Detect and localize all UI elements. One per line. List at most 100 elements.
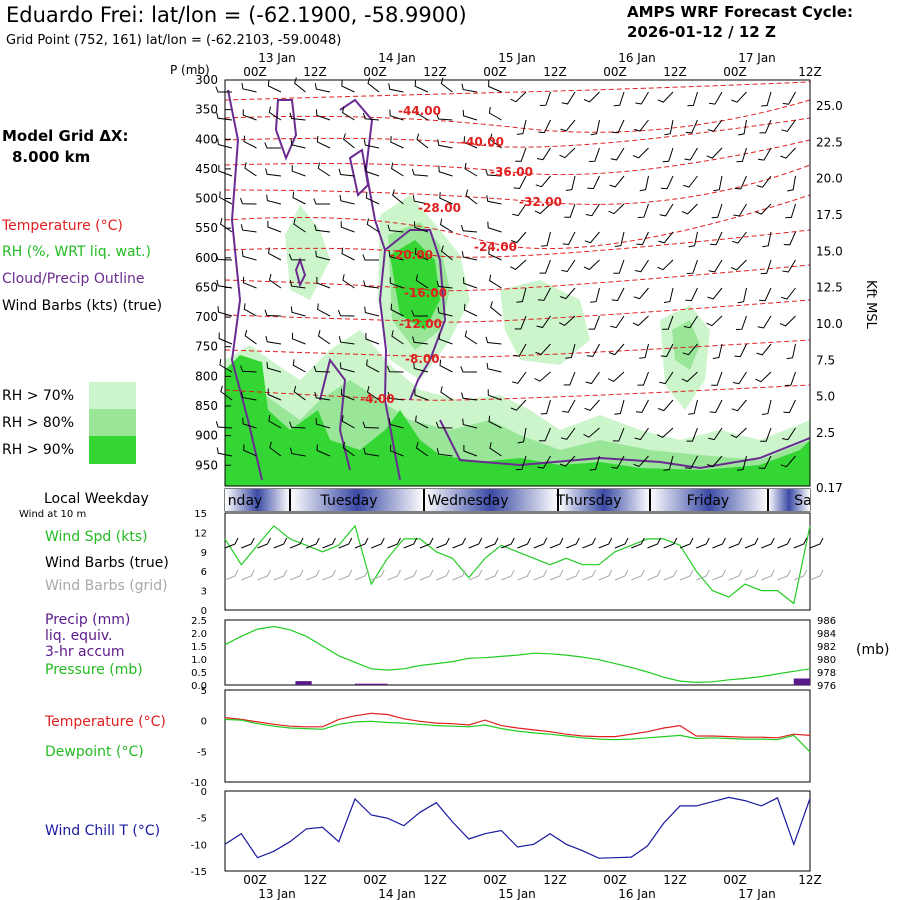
cs-barb-103 — [392, 189, 404, 205]
wind-barb-grid-12 — [419, 569, 434, 581]
cs-barb-87 — [587, 175, 600, 190]
cs-barb-55 — [390, 136, 404, 149]
wind-barb-grid-34 — [777, 569, 791, 581]
cs-barb-138 — [658, 231, 674, 244]
cs-barb-329 — [633, 455, 649, 467]
cs-barb-132 — [511, 231, 527, 244]
pressure-axis-title: P (mb) — [170, 63, 210, 77]
cs-barb-164 — [708, 259, 723, 273]
cs-barb-263 — [784, 371, 796, 386]
cs-barb-43 — [685, 119, 698, 134]
pressure-tick-350: 350 — [195, 103, 218, 117]
cs-barb-299 — [488, 415, 502, 429]
cs-barb-205 — [536, 315, 551, 329]
cs-barb-191 — [780, 287, 796, 300]
cs-barb-112 — [608, 203, 625, 215]
forecast-cycle-label: AMPS WRF Forecast Cycle: — [627, 3, 853, 21]
cs-barb-291 — [289, 421, 306, 429]
cs-barb-286 — [761, 399, 772, 415]
contour-label-4: -4.00 — [360, 392, 395, 406]
weekday-band-3 — [558, 489, 650, 511]
cs-barb-90 — [661, 175, 674, 190]
wind-barb-true-26 — [647, 537, 661, 549]
cs-barb-125 — [340, 221, 355, 233]
cs-barb-5 — [341, 80, 355, 93]
date-tick-bottom-2: 15 Jan — [498, 887, 536, 900]
cs-barb-81 — [438, 165, 453, 177]
cs-barb-277 — [540, 399, 551, 415]
time-tick-bottom-1: 12Z — [303, 873, 327, 887]
cs-barb-198 — [364, 306, 380, 317]
cs-barb-279 — [584, 399, 600, 411]
wind-barb-true-13 — [436, 537, 450, 549]
cs-barb-111 — [585, 203, 600, 217]
cs-barb-243 — [292, 359, 306, 373]
windchill-panel-frame — [224, 790, 811, 872]
cs-barb-172 — [316, 277, 331, 289]
kft-tick-5: 12.5 — [816, 281, 843, 295]
cs-barb-160 — [613, 259, 625, 274]
date-tick-bottom-4: 17 Jan — [738, 887, 776, 900]
cs-barb-134 — [562, 231, 576, 246]
cs-barb-150 — [362, 254, 379, 261]
cs-barb-31 — [389, 109, 404, 121]
kft-tick-9: 2.5 — [816, 426, 835, 440]
cs-barb-77 — [338, 168, 355, 177]
cs-barb-203 — [490, 301, 502, 317]
wind-barb-true-12 — [419, 537, 434, 549]
wind-barb-true-11 — [403, 537, 418, 549]
cs-barb-276 — [510, 399, 527, 411]
cs-barb-73 — [244, 162, 257, 177]
temp-tick-0: 0 — [201, 717, 207, 728]
wind-barb-true-27 — [663, 537, 678, 549]
temperature-contours — [225, 81, 810, 401]
cs-barb-294 — [362, 421, 380, 429]
date-tick-bottom-1: 14 Jan — [378, 887, 416, 900]
cs-barb-214 — [757, 315, 772, 329]
cs-barb-92 — [713, 175, 723, 192]
cs-barb-3 — [294, 77, 306, 93]
legend-rh90-swatch — [89, 436, 136, 464]
cs-barb-303 — [583, 427, 600, 438]
cs-barb-144 — [215, 253, 233, 261]
contour-label-40: -40.00 — [461, 135, 504, 149]
rh90-area-b — [390, 240, 440, 330]
cs-barb-57 — [437, 139, 453, 149]
cs-barb-97 — [239, 197, 257, 205]
cs-barb-236 — [712, 343, 723, 359]
legend-cloud: Cloud/Precip Outline — [2, 271, 145, 287]
cs-barb-85 — [535, 175, 551, 188]
cs-barb-50 — [264, 142, 281, 149]
cs-barb-257 — [637, 371, 649, 386]
pressure-tick-850: 850 — [195, 399, 218, 413]
cs-barb-319 — [389, 444, 404, 457]
wind-barb-true-5 — [306, 537, 320, 549]
wind-barb-true-35 — [793, 537, 808, 549]
cs-barb-24 — [216, 112, 233, 121]
cs-barb-313 — [243, 444, 257, 457]
cs-barb-49 — [243, 135, 257, 149]
cs-barb-170 — [268, 273, 282, 289]
cs-barb-216 — [218, 332, 233, 345]
legend-precip-accum: 3-hr accum — [45, 644, 125, 660]
temp-tick--10: -10 — [191, 778, 207, 789]
wind-barb-grid-7 — [338, 569, 353, 581]
cs-barb-52 — [316, 135, 331, 149]
contour-label-20: -20.00 — [390, 248, 433, 262]
contour-label-44: -44.00 — [398, 104, 441, 118]
cs-barb-99 — [292, 191, 306, 205]
cs-barb-189 — [737, 287, 747, 304]
cs-barb-76 — [317, 162, 331, 177]
wind-barb-grid-17 — [501, 569, 515, 581]
cs-barb-29 — [342, 106, 355, 121]
cs-barb-315 — [290, 447, 306, 457]
pressure-tick-700: 700 — [195, 310, 218, 324]
cs-barb-51 — [290, 138, 306, 149]
legend-rh: RH (%, WRT liq. wat.) — [2, 244, 151, 260]
wind-barb-true-34 — [777, 537, 791, 549]
cs-barb-45 — [738, 119, 747, 136]
dewpoint-line — [224, 718, 811, 753]
cs-barb-268 — [314, 391, 331, 401]
wind-barb-true-7 — [338, 537, 353, 549]
cs-barb-79 — [391, 162, 404, 177]
